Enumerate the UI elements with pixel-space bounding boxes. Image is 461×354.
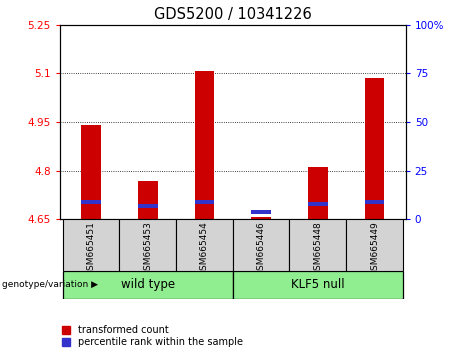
- Text: wild type: wild type: [121, 279, 175, 291]
- Bar: [346, 219, 403, 271]
- Text: GSM665446: GSM665446: [257, 221, 266, 276]
- Bar: [138, 181, 158, 219]
- Bar: [63, 271, 233, 299]
- Bar: [195, 200, 214, 204]
- Text: GSM665453: GSM665453: [143, 221, 152, 276]
- Bar: [176, 219, 233, 271]
- Text: GSM665451: GSM665451: [87, 221, 95, 276]
- Text: GSM665448: GSM665448: [313, 221, 322, 276]
- Bar: [251, 217, 271, 219]
- Bar: [119, 219, 176, 271]
- Bar: [308, 202, 328, 206]
- Title: GDS5200 / 10341226: GDS5200 / 10341226: [154, 7, 312, 22]
- Text: genotype/variation ▶: genotype/variation ▶: [2, 280, 98, 290]
- Bar: [290, 219, 346, 271]
- Bar: [251, 210, 271, 213]
- Legend: transformed count, percentile rank within the sample: transformed count, percentile rank withi…: [60, 323, 245, 349]
- Bar: [365, 78, 384, 219]
- Text: GSM665449: GSM665449: [370, 221, 379, 276]
- Bar: [365, 200, 384, 204]
- Text: KLF5 null: KLF5 null: [291, 279, 345, 291]
- Bar: [233, 219, 290, 271]
- Bar: [81, 125, 101, 219]
- Bar: [195, 71, 214, 219]
- Bar: [308, 167, 328, 219]
- Bar: [81, 200, 101, 204]
- Bar: [233, 271, 403, 299]
- Bar: [63, 219, 119, 271]
- Text: GSM665454: GSM665454: [200, 221, 209, 276]
- Bar: [138, 204, 158, 208]
